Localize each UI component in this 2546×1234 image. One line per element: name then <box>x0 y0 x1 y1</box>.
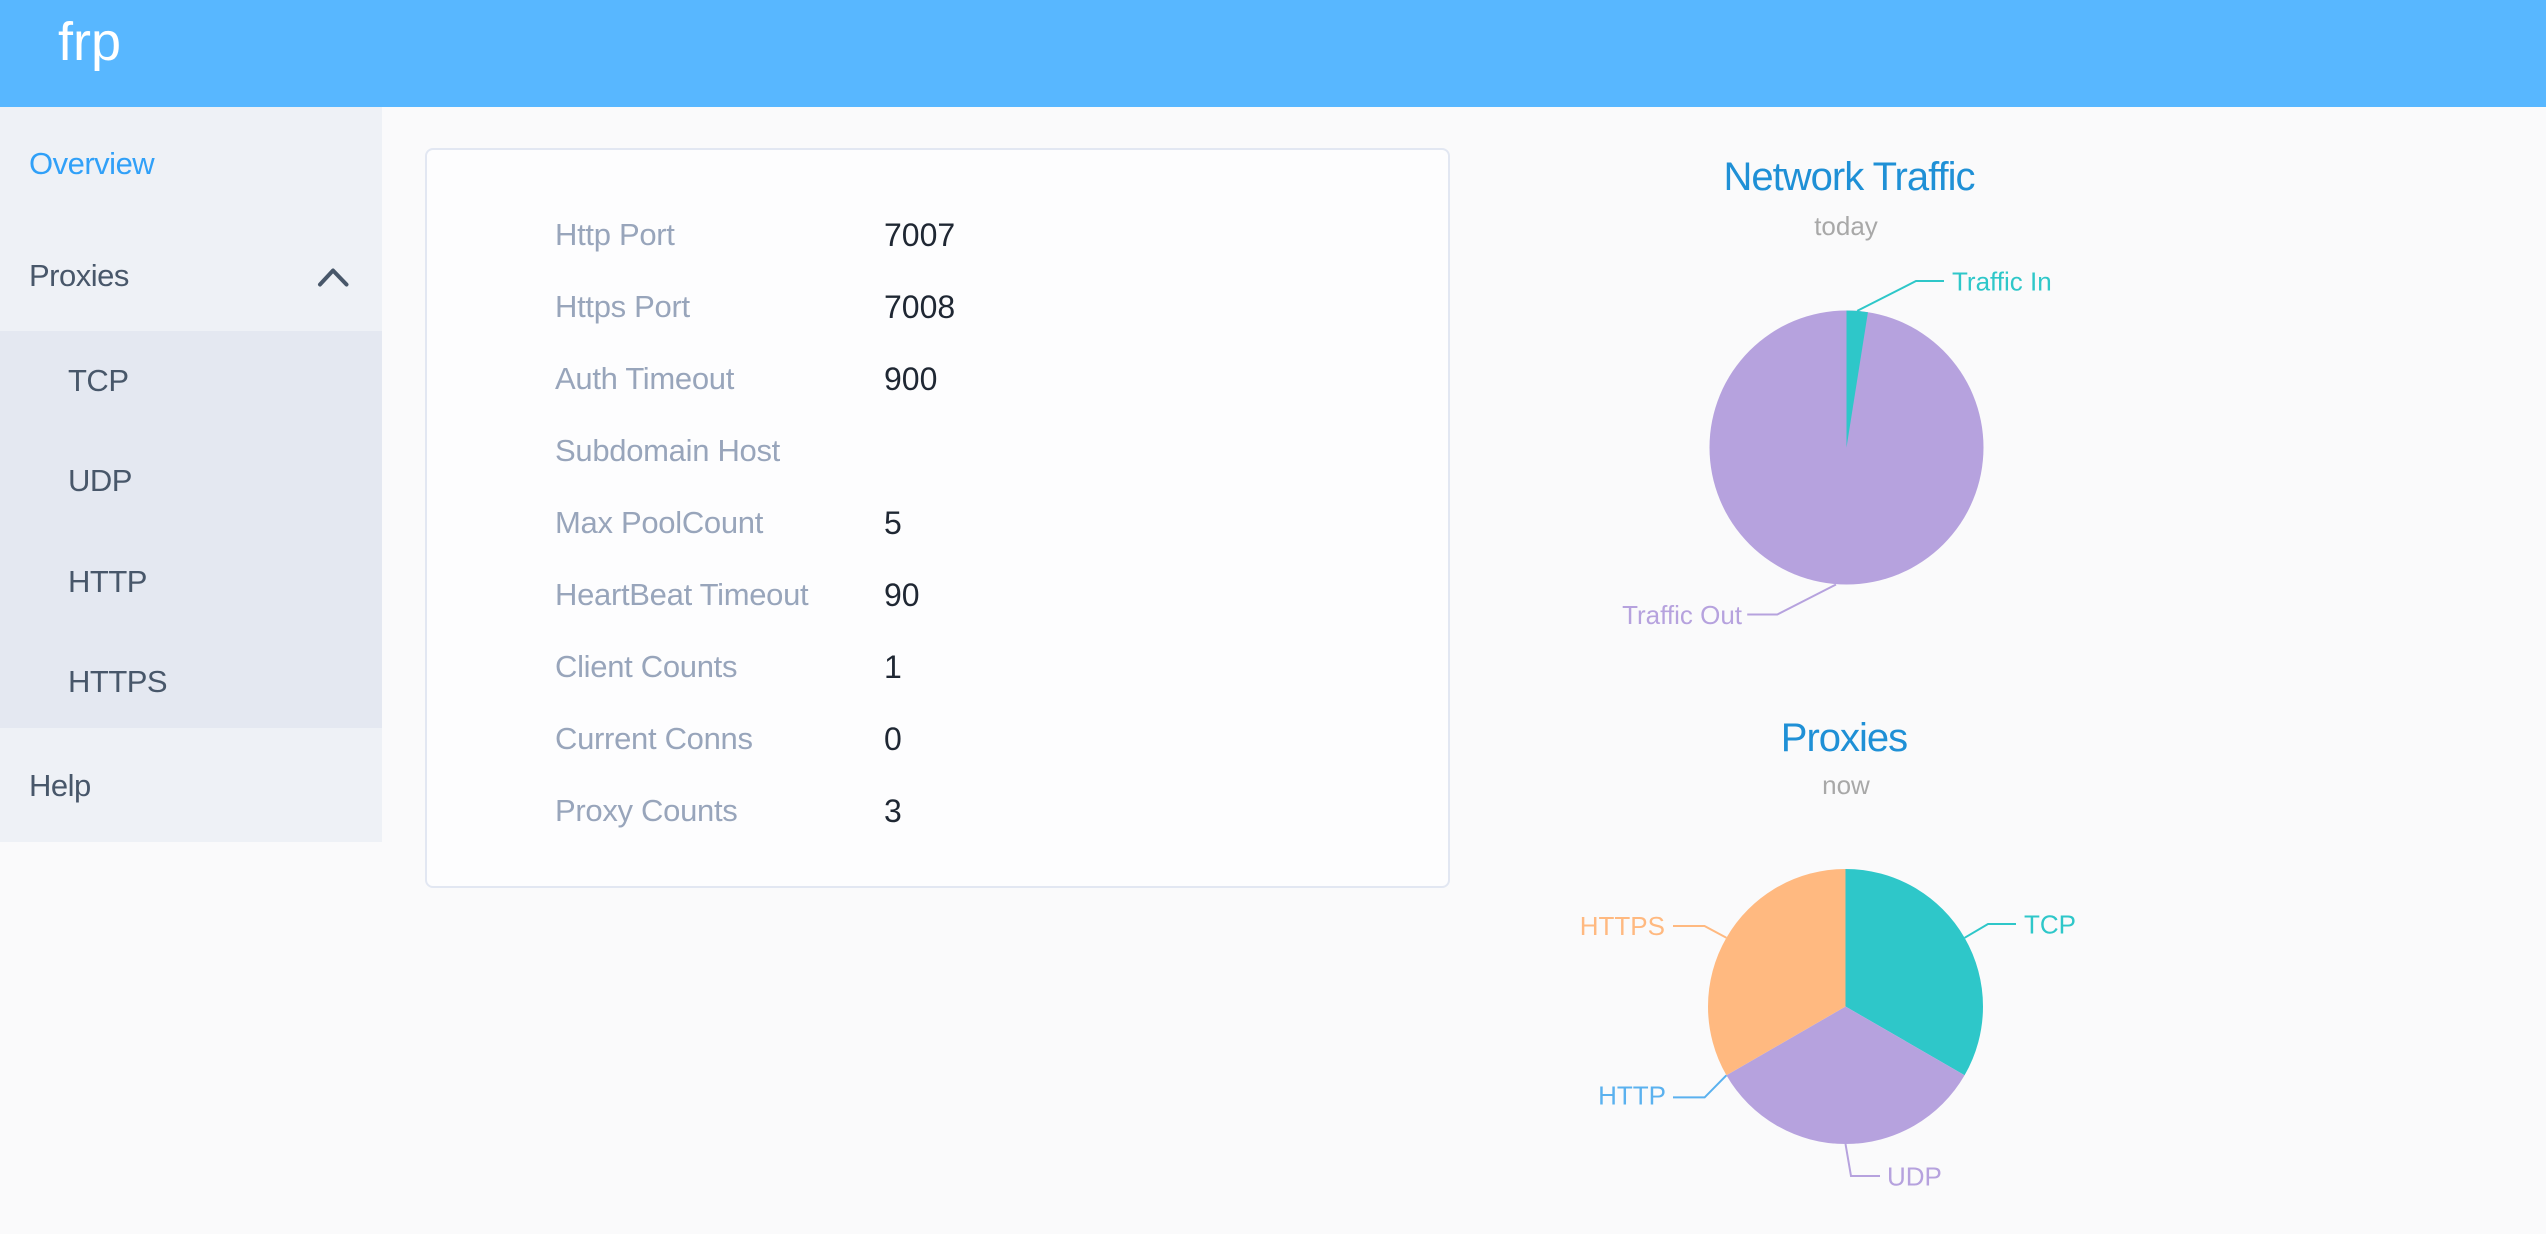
svg-text:Network Traffic: Network Traffic <box>1724 155 1975 199</box>
svg-text:Traffic In: Traffic In <box>1952 267 2052 297</box>
svg-text:TCP: TCP <box>2024 910 2076 940</box>
svg-text:Traffic Out: Traffic Out <box>1622 600 1743 630</box>
svg-text:HTTP: HTTP <box>1598 1081 1666 1111</box>
svg-text:HTTPS: HTTPS <box>1580 911 1665 941</box>
svg-text:UDP: UDP <box>1887 1162 1942 1192</box>
svg-text:now: now <box>1822 770 1870 800</box>
svg-text:Proxies: Proxies <box>1781 716 1907 760</box>
svg-text:today: today <box>1814 211 1878 241</box>
